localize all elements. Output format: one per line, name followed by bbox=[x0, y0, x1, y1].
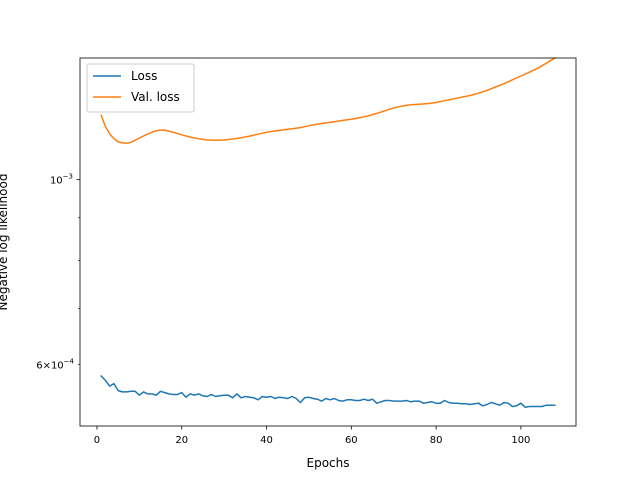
x-axis-label: Epochs bbox=[307, 456, 350, 470]
series-line-val-loss bbox=[100, 56, 556, 144]
y-axis-label: Negative log likelihood bbox=[0, 174, 10, 311]
plot-frame bbox=[79, 57, 577, 427]
x-tick-label: 80 bbox=[430, 435, 443, 446]
y-tick-label: 10−3 bbox=[50, 173, 73, 187]
x-tick-label: 40 bbox=[260, 435, 273, 446]
y-tick-label: 6×10−4 bbox=[36, 357, 74, 371]
x-tick-label: 100 bbox=[511, 435, 530, 446]
series-layer bbox=[100, 56, 556, 408]
legend: Loss Val. loss bbox=[86, 63, 195, 113]
y-axis: 10−3 6×10−4 bbox=[36, 173, 80, 371]
x-tick-label: 60 bbox=[345, 435, 358, 446]
x-axis: 0 20 40 60 80 100 bbox=[94, 426, 530, 446]
legend-label-loss: Loss bbox=[131, 69, 157, 83]
legend-label-val-loss: Val. loss bbox=[131, 90, 180, 104]
x-tick-label: 20 bbox=[175, 435, 188, 446]
series-line-loss bbox=[100, 374, 556, 408]
x-tick-label: 0 bbox=[94, 435, 100, 446]
